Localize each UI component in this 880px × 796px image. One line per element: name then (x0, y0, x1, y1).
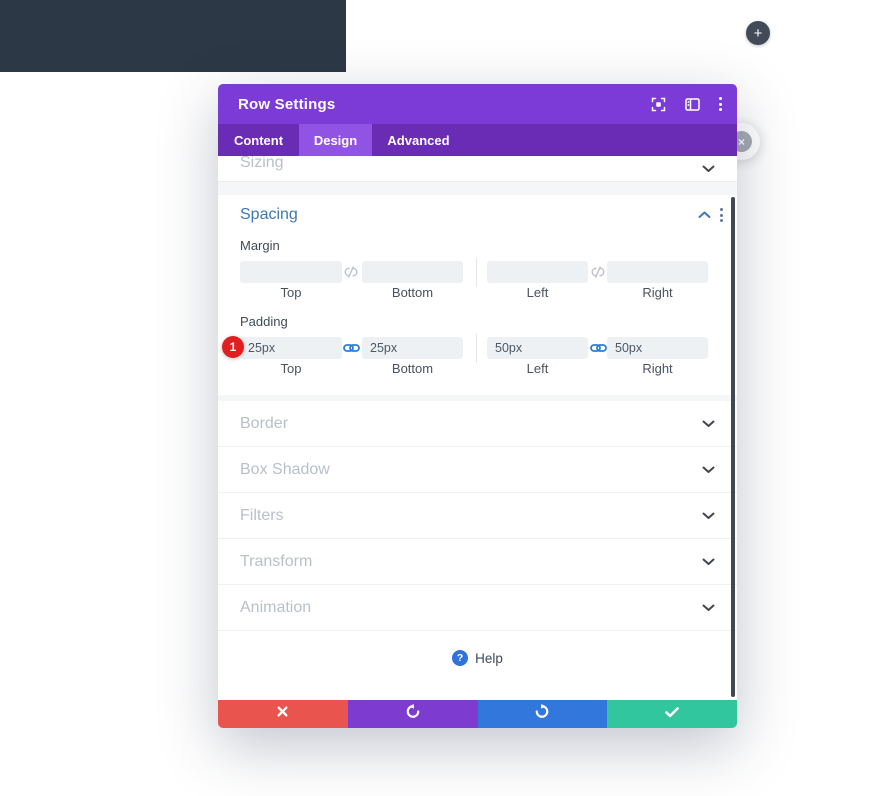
discard-changes-button[interactable] (218, 700, 348, 728)
spacing-options-kebab-icon[interactable] (720, 208, 723, 222)
redo-icon (534, 704, 550, 724)
tab-content[interactable]: Content (233, 132, 284, 148)
chevron-down-icon (702, 461, 715, 479)
modal-options-kebab-icon[interactable] (719, 97, 722, 111)
modal-header[interactable]: Row Settings (218, 84, 737, 124)
toggle-box-shadow[interactable]: Box Shadow (218, 447, 737, 493)
toggle-border[interactable]: Border (218, 401, 737, 447)
margin-bottom-label: Bottom (391, 285, 434, 300)
toggle-filters[interactable]: Filters (218, 493, 737, 539)
chevron-down-icon (702, 160, 715, 181)
margin-right-input[interactable] (607, 261, 708, 283)
help-area: ? Help (218, 631, 737, 700)
padding-top-label: Top (280, 361, 302, 376)
margin-bottom-input[interactable] (362, 261, 463, 283)
link-values-icon[interactable] (589, 341, 607, 355)
toggle-border-label: Border (240, 414, 289, 432)
help-label: Help (475, 650, 503, 666)
chevron-down-icon (702, 599, 715, 617)
save-changes-button[interactable] (607, 700, 737, 728)
expand-modal-icon[interactable] (651, 97, 666, 112)
toggle-sizing[interactable]: Sizing (218, 156, 737, 182)
modal-title: Row Settings (238, 95, 336, 113)
undo-button[interactable] (347, 700, 478, 728)
unlink-values-icon[interactable] (589, 265, 607, 279)
toggle-animation-label: Animation (240, 598, 312, 616)
toggle-spacing-open: Spacing Margin (218, 195, 737, 395)
chevron-down-icon (702, 507, 715, 525)
fields-divider (476, 334, 477, 363)
unlink-values-icon[interactable] (342, 265, 360, 279)
margin-top-input[interactable] (240, 261, 342, 283)
chevron-down-icon (702, 415, 715, 433)
section-gap (218, 395, 737, 401)
modal-footer (218, 700, 737, 728)
padding-group-label: Padding (240, 314, 288, 329)
padding-inputs-row (218, 334, 737, 363)
add-section-button[interactable]: + (746, 21, 770, 45)
toggle-filters-label: Filters (240, 506, 284, 524)
plus-icon: + (753, 24, 763, 42)
modal-tabbar: Content Design Advanced (218, 124, 737, 156)
padding-bottom-label: Bottom (391, 361, 434, 376)
margin-inputs-row (218, 258, 737, 287)
padding-right-input[interactable] (607, 337, 708, 359)
chevron-down-icon (702, 553, 715, 571)
margin-left-label: Left (526, 285, 549, 300)
margin-top-label: Top (280, 285, 302, 300)
margin-right-label: Right (642, 285, 673, 300)
section-gap (218, 182, 737, 195)
notification-badge: 1 (222, 336, 244, 358)
margin-labels-row: Top Bottom Left Right (218, 285, 737, 307)
chevron-up-icon[interactable] (698, 206, 711, 224)
link-values-icon[interactable] (342, 341, 360, 355)
question-mark-icon: ? (452, 650, 469, 666)
redo-button[interactable] (477, 700, 608, 728)
x-icon (276, 705, 289, 723)
help-link[interactable]: ? Help (452, 650, 503, 666)
margin-group-label: Margin (240, 238, 280, 253)
tab-advanced[interactable]: Advanced (387, 132, 450, 148)
toggle-transform[interactable]: Transform (218, 539, 737, 585)
margin-left-input[interactable] (487, 261, 588, 283)
toggle-animation[interactable]: Animation (218, 585, 737, 631)
toggle-sizing-label: Sizing (240, 156, 284, 171)
snap-panel-layout-icon[interactable] (685, 97, 700, 111)
padding-labels-row: Top Bottom Left Right (218, 361, 737, 383)
row-settings-modal: Row Settings (218, 84, 737, 728)
padding-bottom-input[interactable] (362, 337, 463, 359)
modal-body: Sizing Spacing Margin (218, 156, 737, 700)
page-dark-header-block (0, 0, 346, 72)
undo-icon (405, 704, 421, 724)
toggle-box-shadow-label: Box Shadow (240, 460, 330, 478)
toggle-spacing-label[interactable]: Spacing (240, 206, 298, 223)
modal-scrollbar[interactable] (731, 197, 735, 697)
tab-design[interactable]: Design (299, 124, 372, 156)
padding-left-label: Left (526, 361, 549, 376)
padding-left-input[interactable] (487, 337, 588, 359)
toggle-transform-label: Transform (240, 552, 313, 570)
check-icon (665, 705, 679, 723)
padding-top-input[interactable] (240, 337, 342, 359)
padding-right-label: Right (642, 361, 673, 376)
fields-divider (476, 258, 477, 287)
